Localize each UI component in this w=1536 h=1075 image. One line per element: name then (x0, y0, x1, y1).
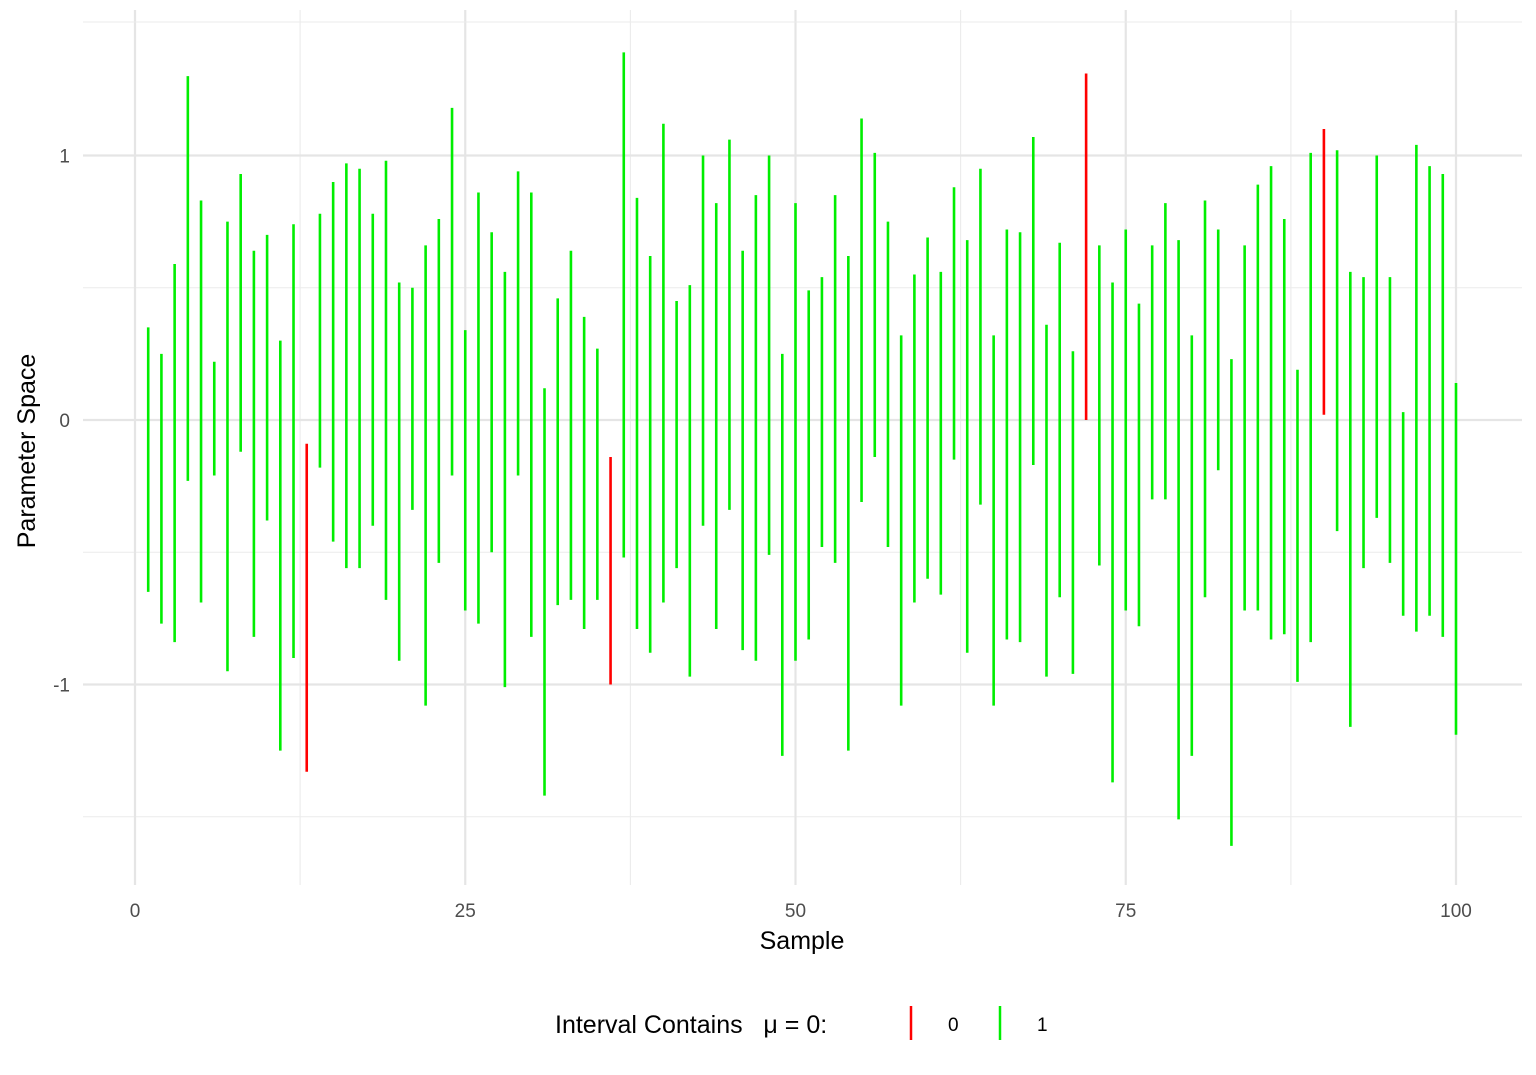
y-axis-title: Parameter Space (13, 354, 41, 549)
x-tick-label: 25 (455, 901, 476, 922)
legend: Interval Contains μ = 0: 0 1 (555, 1006, 1048, 1040)
legend-label-0: 0 (948, 1015, 959, 1036)
intervals (146, 52, 1458, 846)
x-tick-label: 50 (785, 901, 806, 922)
y-axis-ticks: -1 0 1 (53, 147, 70, 697)
y-tick-label: 1 (59, 147, 70, 168)
legend-label-1: 1 (1037, 1015, 1048, 1036)
y-tick-label: 0 (59, 411, 70, 432)
x-tick-label: 75 (1115, 901, 1136, 922)
y-tick-label: -1 (53, 676, 70, 697)
x-axis-title: Sample (760, 927, 845, 955)
x-tick-label: 0 (130, 901, 141, 922)
x-axis-ticks: 0 25 50 75 100 (130, 901, 1472, 922)
grid (83, 10, 1522, 885)
x-tick-label: 100 (1440, 901, 1472, 922)
legend-title: Interval Contains μ = 0: (555, 1011, 827, 1039)
